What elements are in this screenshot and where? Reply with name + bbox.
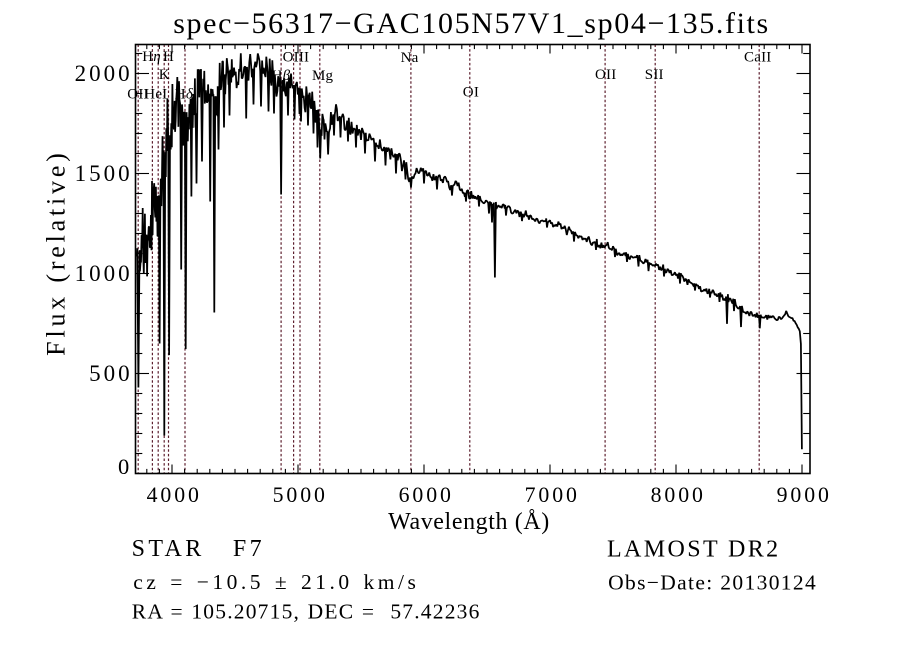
svg-text:H: H bbox=[163, 49, 174, 65]
svg-text:7000: 7000 bbox=[525, 483, 580, 507]
svg-text:6000: 6000 bbox=[399, 483, 454, 507]
svg-text:2000: 2000 bbox=[75, 61, 133, 86]
svg-text:500: 500 bbox=[89, 361, 133, 386]
svg-text:8000: 8000 bbox=[651, 483, 706, 507]
svg-text:Hβ: Hβ bbox=[272, 68, 291, 84]
svg-text:Wavelength (Å): Wavelength (Å) bbox=[388, 509, 550, 535]
svg-text:Mg: Mg bbox=[312, 68, 334, 84]
svg-text:RA = 105.20715, DEC = 57.4223: RA = 105.20715, DEC = 57.42236 bbox=[132, 599, 481, 623]
svg-text:SII: SII bbox=[645, 67, 664, 83]
svg-text:STAR F7: STAR F7 bbox=[132, 536, 265, 562]
svg-text:LAMOST DR2: LAMOST DR2 bbox=[607, 536, 781, 562]
svg-text:5000: 5000 bbox=[273, 483, 328, 507]
svg-text:Obs−Date: 20130124: Obs−Date: 20130124 bbox=[608, 571, 817, 595]
svg-text:Na: Na bbox=[401, 50, 419, 66]
svg-text:9000: 9000 bbox=[777, 483, 832, 507]
svg-text:K: K bbox=[159, 67, 170, 83]
svg-text:OIII: OIII bbox=[283, 50, 310, 66]
svg-text:OII: OII bbox=[595, 67, 616, 83]
svg-text:OI: OI bbox=[463, 85, 479, 101]
svg-text:CaII: CaII bbox=[744, 50, 771, 66]
svg-text:4000: 4000 bbox=[147, 483, 202, 507]
svg-text:Hδ: Hδ bbox=[175, 87, 194, 103]
svg-text:1000: 1000 bbox=[75, 261, 133, 286]
svg-text:HeI: HeI bbox=[144, 87, 167, 103]
svg-text:Flux (relative): Flux (relative) bbox=[41, 149, 70, 355]
svg-text:1500: 1500 bbox=[75, 161, 133, 186]
svg-text:cz = −10.5 ± 21.0 km/s: cz = −10.5 ± 21.0 km/s bbox=[133, 570, 419, 594]
svg-text:0: 0 bbox=[118, 454, 129, 479]
svg-text:Hη: Hη bbox=[142, 49, 161, 65]
svg-text:spec−56317−GAC105N57V1_sp04−13: spec−56317−GAC105N57V1_sp04−135.fits bbox=[173, 7, 770, 40]
svg-text:OII: OII bbox=[127, 87, 148, 103]
